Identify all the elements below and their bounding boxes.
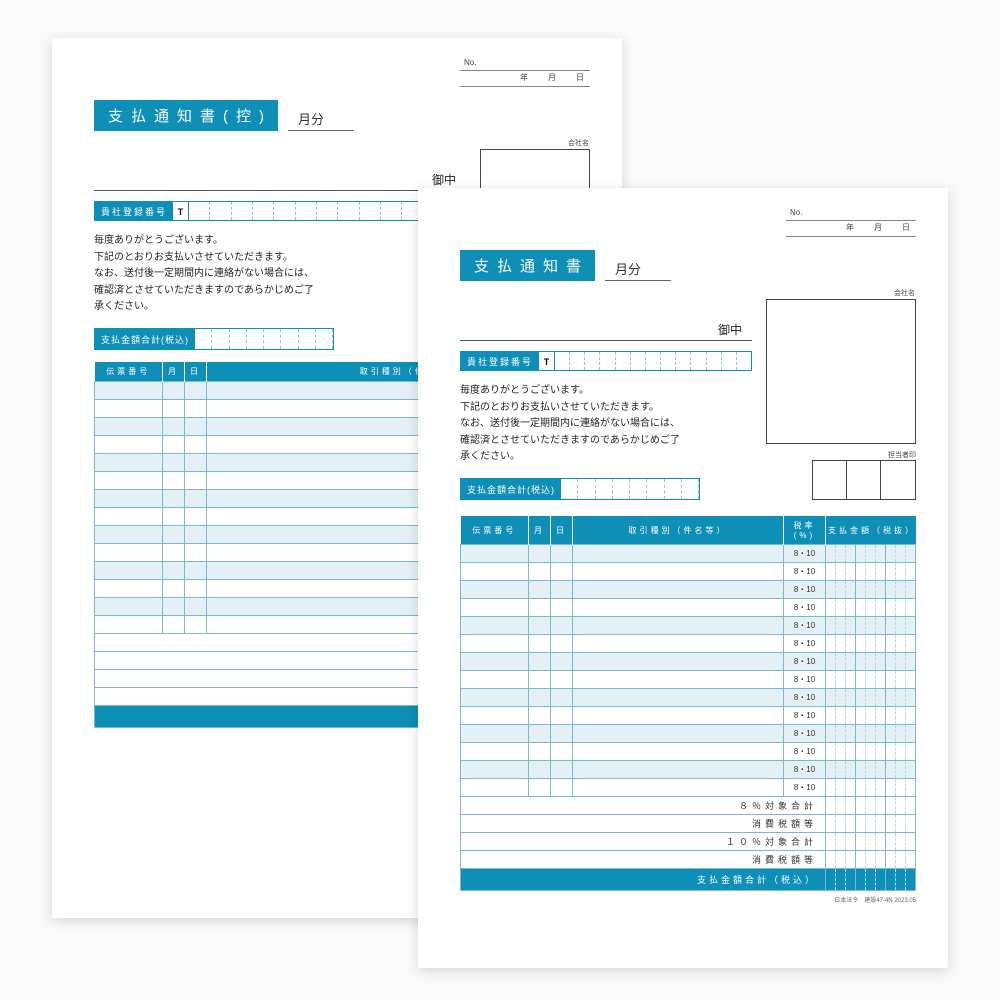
no-label: No. — [786, 206, 916, 221]
total-label: 支払金額合計(税込) — [95, 329, 195, 349]
table-row: 8・10 — [461, 671, 916, 689]
reg-t: T — [173, 202, 189, 220]
stamp-boxes — [812, 460, 916, 500]
stamp-label: 担当者印 — [766, 450, 916, 460]
th-slip: 伝票番号 — [95, 362, 163, 382]
table-row: 8・10 — [461, 635, 916, 653]
th-day: 日 — [551, 516, 573, 545]
month-suffix: 月分 — [288, 109, 354, 131]
table-row: 8・10 — [461, 617, 916, 635]
table-row: 8・10 — [461, 761, 916, 779]
total-row: 支払金額合計(税込) — [460, 478, 700, 500]
total-row: 支払金額合計(税込) — [94, 328, 334, 350]
detail-table: 伝票番号 月 日 取引種別（件名等） 税率(%) 支払金額（税抜） 8・108・… — [460, 516, 916, 891]
subtotal-row: ８％対象合計 — [461, 797, 916, 815]
table-row: 8・10 — [461, 743, 916, 761]
th-amount: 支払金額（税抜） — [826, 516, 916, 545]
th-rate: 税率(%) — [784, 516, 826, 545]
table-row: 8・10 — [461, 707, 916, 725]
th-type: 取引種別（件名等） — [573, 516, 784, 545]
payment-notice: No. 年 月 日 支払通知書 月分 御中 貴社登録番号 T 毎度ありがとうござ… — [418, 188, 948, 968]
reg-label: 貴社登録番号 — [95, 202, 173, 220]
footer-total: 支払金額合計（税込） — [461, 869, 826, 891]
reg-cells — [555, 352, 751, 370]
doc-title: 支払通知書 — [460, 250, 595, 281]
table-row: 8・10 — [461, 599, 916, 617]
doc-title: 支払通知書(控) — [94, 100, 278, 131]
registration-row: 貴社登録番号 T — [94, 201, 466, 221]
th-slip: 伝票番号 — [461, 516, 529, 545]
table-row: 8・10 — [461, 545, 916, 563]
header-meta: No. 年 月 日 — [786, 206, 916, 237]
subtotal-row: 消費税額等 — [461, 815, 916, 833]
th-day: 日 — [185, 362, 207, 382]
reg-label: 貴社登録番号 — [461, 352, 539, 370]
table-row: 8・10 — [461, 563, 916, 581]
recipient-label: 御中 — [460, 321, 752, 341]
header-meta: No. 年 月 日 — [460, 56, 590, 87]
company-box: 会社名 — [766, 299, 916, 444]
subtotal-row: １０％対象合計 — [461, 833, 916, 851]
notice-text: 毎度ありがとうございます。 下記のとおりお支払いさせていただきます。 なお、送付… — [94, 233, 466, 316]
total-label: 支払金額合計(税込) — [461, 479, 561, 499]
table-row: 8・10 — [461, 689, 916, 707]
subtotal-row: 消費税額等 — [461, 851, 916, 869]
no-label: No. — [460, 56, 590, 71]
th-month: 月 — [529, 516, 551, 545]
table-row: 8・10 — [461, 581, 916, 599]
company-label: 会社名 — [894, 288, 915, 298]
registration-row: 貴社登録番号 T — [460, 351, 752, 371]
month-suffix: 月分 — [605, 259, 671, 281]
table-row: 8・10 — [461, 725, 916, 743]
title-row: 支払通知書 月分 — [460, 250, 916, 281]
table-row: 8・10 — [461, 779, 916, 797]
date-labels: 年 月 日 — [460, 71, 590, 86]
notice-text: 毎度ありがとうございます。 下記のとおりお支払いさせていただきます。 なお、送付… — [460, 383, 752, 466]
recipient-label: 御中 — [94, 171, 466, 191]
th-month: 月 — [163, 362, 185, 382]
title-row: 支払通知書(控) 月分 — [94, 100, 590, 131]
foot-note: 日本法令 建設47-4N 2023.05 — [460, 895, 916, 904]
company-label: 会社名 — [568, 138, 589, 148]
date-labels: 年 月 日 — [786, 221, 916, 236]
table-row: 8・10 — [461, 653, 916, 671]
reg-t: T — [539, 352, 555, 370]
